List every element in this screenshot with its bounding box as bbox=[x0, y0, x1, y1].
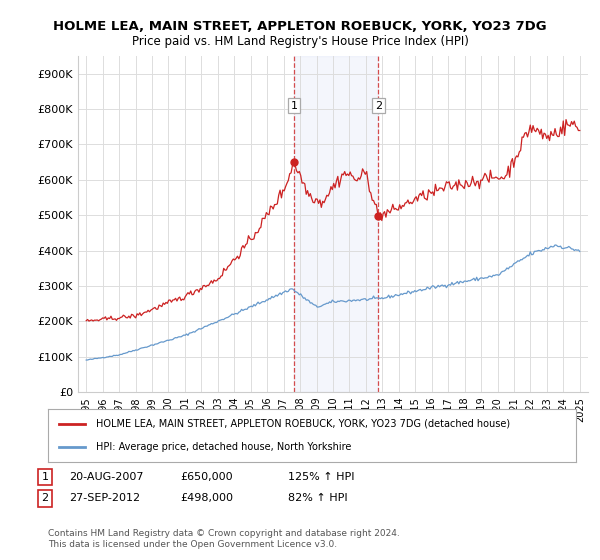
Bar bbox=[294, 56, 378, 392]
Text: Price paid vs. HM Land Registry's House Price Index (HPI): Price paid vs. HM Land Registry's House … bbox=[131, 35, 469, 48]
Text: £650,000: £650,000 bbox=[180, 472, 233, 482]
Text: 27-SEP-2012: 27-SEP-2012 bbox=[69, 493, 140, 503]
Text: 2: 2 bbox=[41, 493, 49, 503]
Text: 2: 2 bbox=[374, 100, 382, 110]
Text: £498,000: £498,000 bbox=[180, 493, 233, 503]
Text: Contains HM Land Registry data © Crown copyright and database right 2024.
This d: Contains HM Land Registry data © Crown c… bbox=[48, 529, 400, 549]
Text: 1: 1 bbox=[41, 472, 49, 482]
Text: 1: 1 bbox=[290, 100, 298, 110]
Text: 20-AUG-2007: 20-AUG-2007 bbox=[69, 472, 143, 482]
Text: 125% ↑ HPI: 125% ↑ HPI bbox=[288, 472, 355, 482]
Text: 82% ↑ HPI: 82% ↑ HPI bbox=[288, 493, 347, 503]
Text: HPI: Average price, detached house, North Yorkshire: HPI: Average price, detached house, Nort… bbox=[95, 442, 351, 452]
Text: HOLME LEA, MAIN STREET, APPLETON ROEBUCK, YORK, YO23 7DG: HOLME LEA, MAIN STREET, APPLETON ROEBUCK… bbox=[53, 20, 547, 32]
Text: HOLME LEA, MAIN STREET, APPLETON ROEBUCK, YORK, YO23 7DG (detached house): HOLME LEA, MAIN STREET, APPLETON ROEBUCK… bbox=[95, 419, 509, 429]
